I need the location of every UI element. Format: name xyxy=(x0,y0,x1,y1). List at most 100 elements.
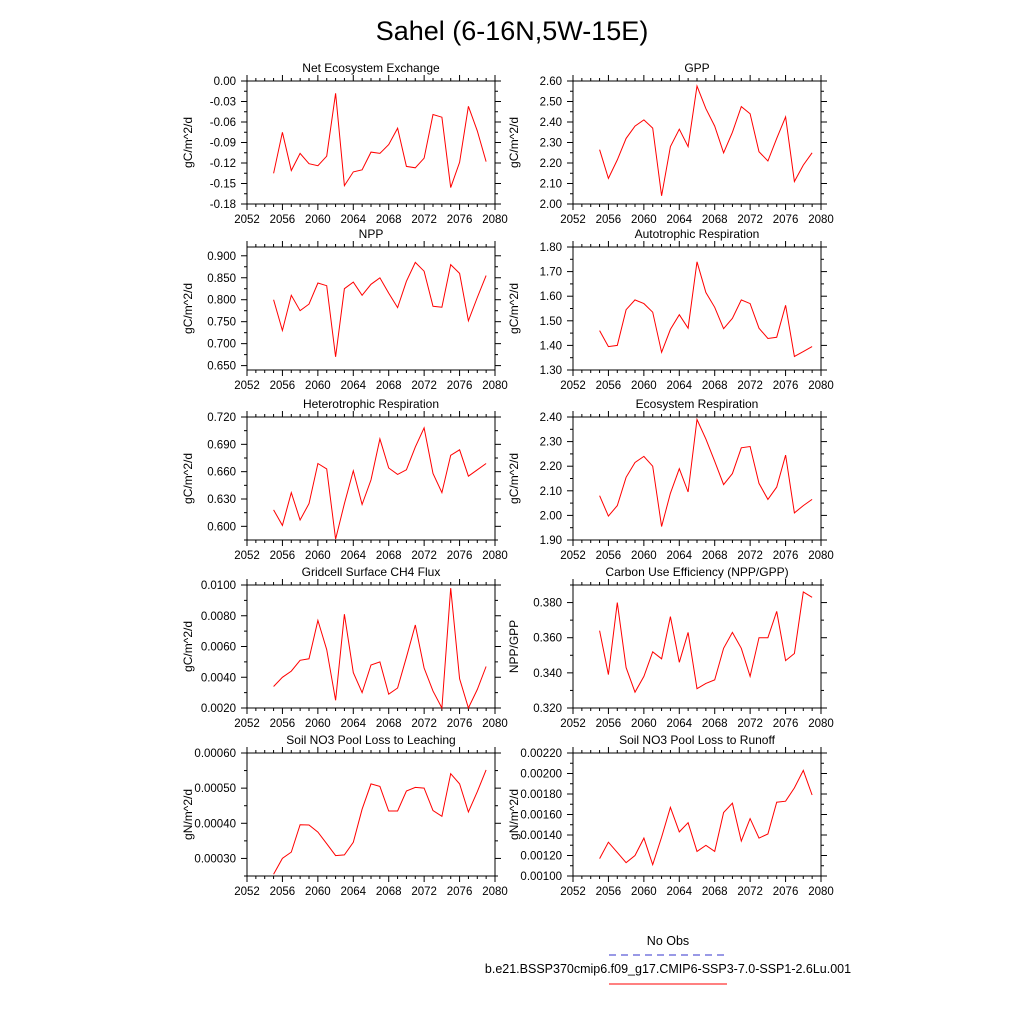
series-line xyxy=(273,93,487,188)
y-tick-label: -0.12 xyxy=(210,158,236,170)
x-tick-label: 2076 xyxy=(773,380,799,392)
panel-title: NPP xyxy=(359,227,384,241)
x-tick-label: 2064 xyxy=(340,214,366,226)
x-tick-label: 2056 xyxy=(596,380,622,392)
x-tick-label: 2056 xyxy=(596,214,622,226)
y-tick-label: 0.800 xyxy=(207,295,236,307)
x-tick-label: 2060 xyxy=(631,886,657,898)
x-tick-label: 2080 xyxy=(808,550,834,562)
y-tick-label: 0.0040 xyxy=(201,672,236,684)
series-line xyxy=(599,84,813,196)
x-tick-label: 2060 xyxy=(305,214,331,226)
x-tick-label: 2060 xyxy=(305,718,331,730)
x-tick-label: 2072 xyxy=(411,886,437,898)
chart-panel: Soil NO3 Pool Loss to Runoff gN/m^2/d 2052… xyxy=(507,733,834,898)
y-tick-label: -0.06 xyxy=(210,117,236,129)
x-tick-label: 2076 xyxy=(773,214,799,226)
y-tick-label: 2.30 xyxy=(540,138,562,150)
y-axis-label: gC/m^2/d xyxy=(181,117,195,168)
y-tick-label: 2.00 xyxy=(540,199,562,211)
y-tick-label: 0.700 xyxy=(207,339,236,351)
x-tick-label: 2068 xyxy=(702,886,728,898)
x-tick-label: 2072 xyxy=(737,550,763,562)
x-tick-label: 2076 xyxy=(447,886,473,898)
series-line xyxy=(599,769,813,867)
y-tick-label: 0.660 xyxy=(207,467,236,479)
panel-title: Gridcell Surface CH4 Flux xyxy=(302,565,441,579)
y-tick-label: 2.50 xyxy=(540,97,562,109)
legend-label-obs: No Obs xyxy=(647,934,689,948)
y-axis-label: gC/m^2/d xyxy=(507,453,521,504)
y-axis-label: gC/m^2/d xyxy=(181,283,195,334)
y-tick-label: 0.0020 xyxy=(201,703,236,715)
x-tick-label: 2080 xyxy=(482,214,508,226)
x-tick-label: 2072 xyxy=(737,380,763,392)
x-tick-label: 2064 xyxy=(666,380,692,392)
y-tick-label: 0.320 xyxy=(533,703,562,715)
chart-panel: GPP gC/m^2/d 2052 2056 2060 2064 2068 2072 2076 2… xyxy=(507,61,834,226)
y-tick-label: 0.00200 xyxy=(520,769,562,781)
y-tick-label: 1.30 xyxy=(540,365,562,377)
x-tick-label: 2068 xyxy=(702,380,728,392)
series-line xyxy=(273,426,487,540)
x-tick-label: 2076 xyxy=(447,214,473,226)
x-tick-label: 2068 xyxy=(702,214,728,226)
chart-panel: Net Ecosystem Exchange gC/m^2/d 2052 2056 20… xyxy=(181,61,508,226)
x-tick-label: 2056 xyxy=(270,886,296,898)
y-tick-label: 0.360 xyxy=(533,633,562,645)
x-tick-label: 2064 xyxy=(340,550,366,562)
y-tick-label: 1.80 xyxy=(540,242,562,254)
x-tick-label: 2060 xyxy=(305,886,331,898)
y-tick-label: 0.0080 xyxy=(201,611,236,623)
figure-title: Sahel (6-16N,5W-15E) xyxy=(376,16,649,46)
x-tick-label: 2060 xyxy=(631,380,657,392)
chart-panel: Autotrophic Respiration gC/m^2/d 2052 2056 2… xyxy=(507,227,834,392)
x-tick-label: 2056 xyxy=(596,886,622,898)
x-tick-label: 2056 xyxy=(596,718,622,730)
y-tick-label: 0.340 xyxy=(533,668,562,680)
legend: No Obs b.e21.BSSP370cmip6.f09_g17.CMIP6-… xyxy=(485,934,851,985)
x-tick-label: 2080 xyxy=(808,380,834,392)
plot-frame xyxy=(246,584,496,709)
y-tick-label: 2.00 xyxy=(540,510,562,522)
chart-panel: Carbon Use Efficiency (NPP/GPP) NPP/GPP 20… xyxy=(507,565,834,730)
y-axis-label: gC/m^2/d xyxy=(507,283,521,334)
y-tick-label: 2.10 xyxy=(540,486,562,498)
y-tick-label: -0.03 xyxy=(210,97,236,109)
x-tick-label: 2064 xyxy=(666,214,692,226)
y-tick-label: 0.00140 xyxy=(520,830,562,842)
x-tick-label: 2064 xyxy=(340,380,366,392)
x-tick-label: 2080 xyxy=(482,380,508,392)
x-tick-label: 2064 xyxy=(666,886,692,898)
panel-title: Net Ecosystem Exchange xyxy=(302,61,440,75)
x-tick-label: 2080 xyxy=(808,214,834,226)
y-tick-label: -0.09 xyxy=(210,138,236,150)
x-tick-label: 2072 xyxy=(737,886,763,898)
x-tick-label: 2076 xyxy=(773,886,799,898)
y-tick-label: 0.00050 xyxy=(194,783,236,795)
y-tick-label: 0.0100 xyxy=(201,580,236,592)
x-tick-label: 2076 xyxy=(447,380,473,392)
y-tick-label: 0.00180 xyxy=(520,789,562,801)
y-tick-label: 1.60 xyxy=(540,291,562,303)
y-axis-label: gC/m^2/d xyxy=(181,453,195,504)
x-tick-label: 2056 xyxy=(270,380,296,392)
legend-label-model: b.e21.BSSP370cmip6.f09_g17.CMIP6-SSP3-7.… xyxy=(485,962,851,976)
panel-title: Soil NO3 Pool Loss to Leaching xyxy=(286,733,455,747)
y-tick-label: 0.690 xyxy=(207,439,236,451)
panel-title: Autotrophic Respiration xyxy=(635,227,760,241)
series-line xyxy=(273,769,487,875)
y-tick-label: 0.650 xyxy=(207,361,236,373)
x-tick-label: 2068 xyxy=(376,718,402,730)
y-tick-label: 0.750 xyxy=(207,317,236,329)
chart-panel: Soil NO3 Pool Loss to Leaching gN/m^2/d 20… xyxy=(181,733,508,898)
x-tick-label: 2080 xyxy=(482,550,508,562)
y-tick-label: 0.00160 xyxy=(520,810,562,822)
x-tick-label: 2052 xyxy=(560,550,586,562)
x-tick-label: 2072 xyxy=(411,550,437,562)
series-line xyxy=(273,261,487,357)
plot-frame xyxy=(246,246,496,371)
x-tick-label: 2060 xyxy=(631,718,657,730)
